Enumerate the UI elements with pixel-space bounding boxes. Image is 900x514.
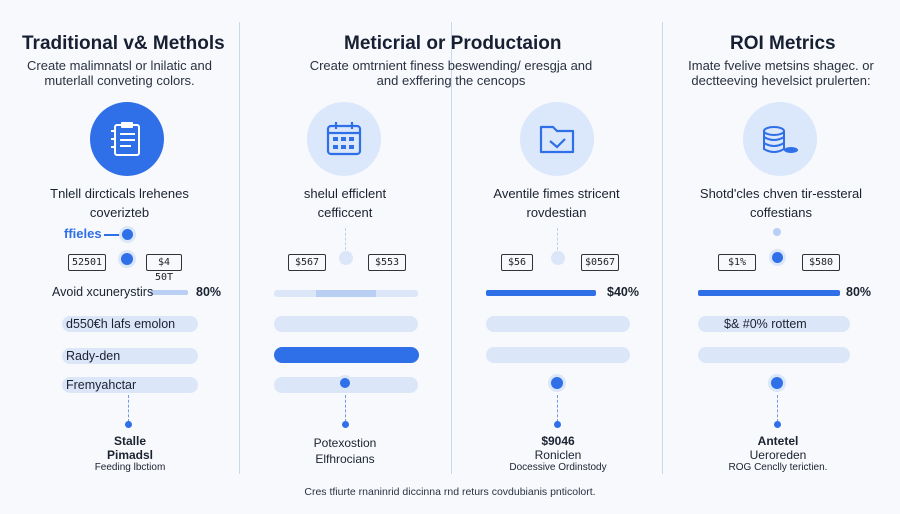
tag-label: ffieles <box>64 226 102 241</box>
row-percent: 80% <box>846 285 872 299</box>
column-caption: coffestians <box>750 205 812 220</box>
connector-dot <box>551 377 563 389</box>
connector-dot <box>340 378 350 388</box>
column-title: ROI Metrics <box>730 33 836 54</box>
row-bar <box>698 290 840 296</box>
connector-dot <box>342 421 349 428</box>
column-divider <box>662 22 663 474</box>
row-bar <box>698 347 850 363</box>
row-percent: $40% <box>607 285 639 299</box>
connector-line <box>345 228 346 250</box>
connector-line <box>345 395 346 422</box>
column-subtitle: dectteeving hevelsict prulerten: <box>691 73 871 88</box>
column-subtitle: Imate fvelive metsins shagec. or <box>688 58 874 73</box>
column-subtitle: muterlall conveting colors. <box>44 73 195 88</box>
coins-icon-badge <box>743 102 817 176</box>
column-caption: Aventile fimes stricent <box>493 186 620 201</box>
tag-connector <box>104 234 126 236</box>
column-caption: Tnlell dircticals lrehenes <box>50 186 189 201</box>
connector-line <box>777 395 778 422</box>
row-bar-highlight <box>274 347 419 363</box>
value-box-left: 52501 <box>68 254 106 271</box>
row-percent: 80% <box>196 285 222 299</box>
row-label: Rady-den <box>66 349 121 363</box>
footer-note: Cres tfiurte rnaninrid diccinna rnd retu… <box>304 486 596 498</box>
column-caption: coverizteb <box>89 205 150 220</box>
column-subtitle: Create malimnatsl or lnilatic and <box>27 58 212 73</box>
connector-line <box>128 395 129 422</box>
bottom-note: Feeding lbctiom <box>94 462 166 473</box>
value-box-left: $1% <box>718 254 756 271</box>
bottom-title: Stalle <box>113 434 146 448</box>
tag-dot <box>122 229 133 240</box>
center-dot <box>121 253 133 265</box>
row-label: Fremyahctar <box>66 378 137 392</box>
row-label: d550€h lafs emolon <box>66 317 176 331</box>
column-title: Traditional v& Methols <box>22 33 225 54</box>
row-bar <box>486 347 630 363</box>
connector-dot <box>774 421 781 428</box>
center-dot <box>339 251 353 265</box>
bottom-title: $9046 <box>541 434 575 448</box>
folder-check-icon-badge <box>520 102 594 176</box>
value-box-left: $567 <box>288 254 326 271</box>
calendar-icon-badge <box>307 102 381 176</box>
row-bar <box>274 316 418 332</box>
folder-check-icon <box>539 125 575 154</box>
connector-dot <box>125 421 132 428</box>
center-dot <box>772 252 783 263</box>
bottom-title: Roniclen <box>534 448 582 462</box>
connector-line <box>557 228 558 250</box>
column-caption: rovdestian <box>526 205 587 220</box>
clipboard-icon <box>111 122 140 156</box>
row-bar <box>150 290 188 295</box>
row-bar <box>486 316 630 332</box>
bottom-title: Pimadsl <box>106 448 154 462</box>
connector-dot <box>554 421 561 428</box>
row-label: Avoid xcunerystirs <box>52 285 154 299</box>
bottom-title: Ueroreden <box>749 448 807 462</box>
bottom-note: Docessive Ordinstody <box>509 462 607 473</box>
row-bar <box>62 316 198 332</box>
center-dot <box>773 228 781 236</box>
bottom-title: Elfhrocians <box>315 452 375 466</box>
value-box-right: $4 50T <box>146 254 182 283</box>
row-bar-fill <box>316 290 376 297</box>
value-box-right: $580 <box>802 254 840 271</box>
bottom-note: ROG Cenclly terictien. <box>728 462 828 473</box>
value-box-left: $56 <box>501 254 533 271</box>
calendar-icon <box>326 122 362 156</box>
value-box-right: $553 <box>368 254 406 271</box>
row-bar <box>62 348 198 364</box>
column-subtitle: and exffering the cencops <box>376 73 526 88</box>
center-dot <box>551 251 565 265</box>
row-bar <box>62 377 198 393</box>
column-divider <box>239 22 240 474</box>
connector-line <box>557 395 558 422</box>
column-caption: Shotd'cles chven tir-essteral <box>699 186 863 201</box>
coins-icon <box>763 126 798 153</box>
column-divider <box>451 22 452 474</box>
connector-dot <box>771 377 783 389</box>
bottom-title: Antetel <box>757 434 799 448</box>
value-box-right: $0567 <box>581 254 619 271</box>
column-caption: shelul efficlent <box>303 186 387 201</box>
column-subtitle: Create omtrnient finess beswending/ eres… <box>309 58 593 73</box>
clipboard-icon-badge <box>90 102 164 176</box>
row-bar <box>486 290 596 296</box>
row-bar <box>698 316 850 332</box>
column-title: Meticrial or Productaion <box>344 33 562 54</box>
column-caption: cefficcent <box>317 205 373 220</box>
row-label: $& #0% rottem <box>724 317 807 331</box>
bottom-title: Potexostion <box>313 436 377 450</box>
